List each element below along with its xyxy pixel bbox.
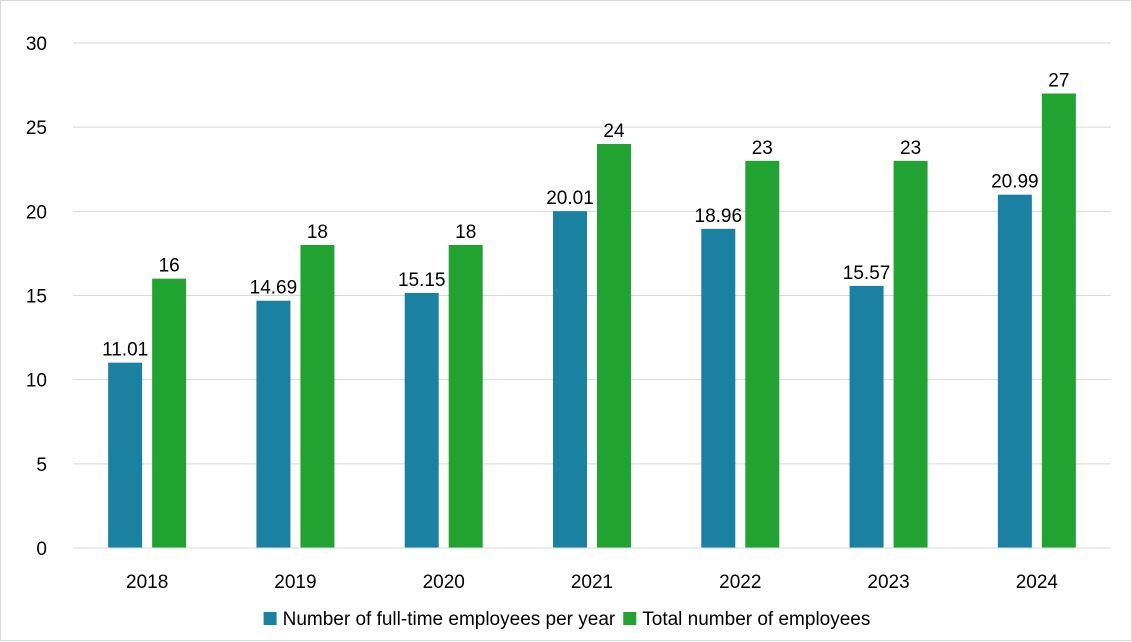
x-tick-label: 2018 (126, 572, 168, 593)
bar-total-2023 (893, 160, 928, 549)
bar-total-2018 (152, 278, 187, 548)
data-label-total-2024: 27 (1048, 71, 1069, 92)
legend-swatch (623, 612, 637, 625)
data-label-full-time-2019: 14.69 (250, 278, 298, 299)
x-tick-label: 2023 (867, 572, 909, 593)
data-label-full-time-2024: 20.99 (991, 172, 1039, 193)
y-tick-label: 25 (26, 118, 47, 139)
x-tick-label: 2021 (571, 572, 613, 593)
bar-full-time-2022 (701, 228, 736, 548)
data-label-total-2020: 18 (455, 222, 476, 243)
y-tick-label: 15 (26, 287, 47, 308)
legend-item-full-time: Number of full-time employees per year (263, 609, 616, 630)
bar-full-time-2023 (849, 285, 884, 548)
bar-total-2021 (597, 144, 631, 548)
data-label-total-2021: 24 (603, 121, 625, 142)
data-label-full-time-2022: 18.96 (695, 206, 743, 227)
y-tick-label: 30 (26, 34, 47, 55)
legend-label: Number of full-time employees per year (283, 609, 616, 630)
data-label-full-time-2018: 11.01 (102, 340, 148, 361)
y-tick-label: 20 (26, 202, 47, 223)
data-label-total-2019: 18 (307, 222, 328, 243)
data-label-total-2018: 16 (159, 256, 180, 277)
x-tick-label: 2020 (423, 572, 465, 593)
data-label-total-2023: 23 (900, 138, 921, 159)
y-tick-label: 0 (36, 539, 47, 560)
legend-swatch (263, 612, 277, 625)
bar-full-time-2024 (997, 194, 1032, 548)
x-tick-label: 2019 (274, 572, 316, 593)
data-labels: 11.01 16 14.69 18 15.15 18 20.01 24 18.96 23 15.57… (102, 71, 1069, 361)
data-label-total-2022: 23 (752, 138, 773, 159)
data-label-full-time-2020: 15.15 (398, 270, 446, 291)
x-tick-label: 2024 (1016, 572, 1059, 593)
legend-label: Total number of employees (642, 609, 870, 630)
bar-total-2019 (300, 245, 335, 548)
bar-total-2022 (745, 160, 780, 549)
y-tick-label: 10 (26, 371, 47, 392)
x-axis-tick-labels: 2018 2019 2020 2021 2022 2023 2024 (126, 572, 1058, 593)
bar-full-time-2018 (108, 362, 143, 548)
y-axis-tick-labels: 0 5 10 15 20 25 30 (26, 34, 47, 560)
bar-total-2020 (448, 245, 483, 548)
legend: Number of full-time employees per year To… (263, 609, 870, 630)
y-tick-label: 5 (36, 455, 47, 476)
bar-total-2024 (1041, 93, 1076, 548)
data-label-full-time-2023: 15.57 (843, 263, 891, 284)
data-label-full-time-2021: 20.01 (546, 188, 594, 209)
bar-full-time-2021 (553, 211, 587, 549)
x-tick-label: 2022 (719, 572, 761, 593)
gridlines (73, 42, 1111, 465)
bar-full-time-2019 (256, 300, 291, 548)
legend-item-total: Total number of employees (623, 609, 870, 630)
bar-full-time-2020 (404, 292, 439, 548)
bars (108, 93, 1076, 549)
